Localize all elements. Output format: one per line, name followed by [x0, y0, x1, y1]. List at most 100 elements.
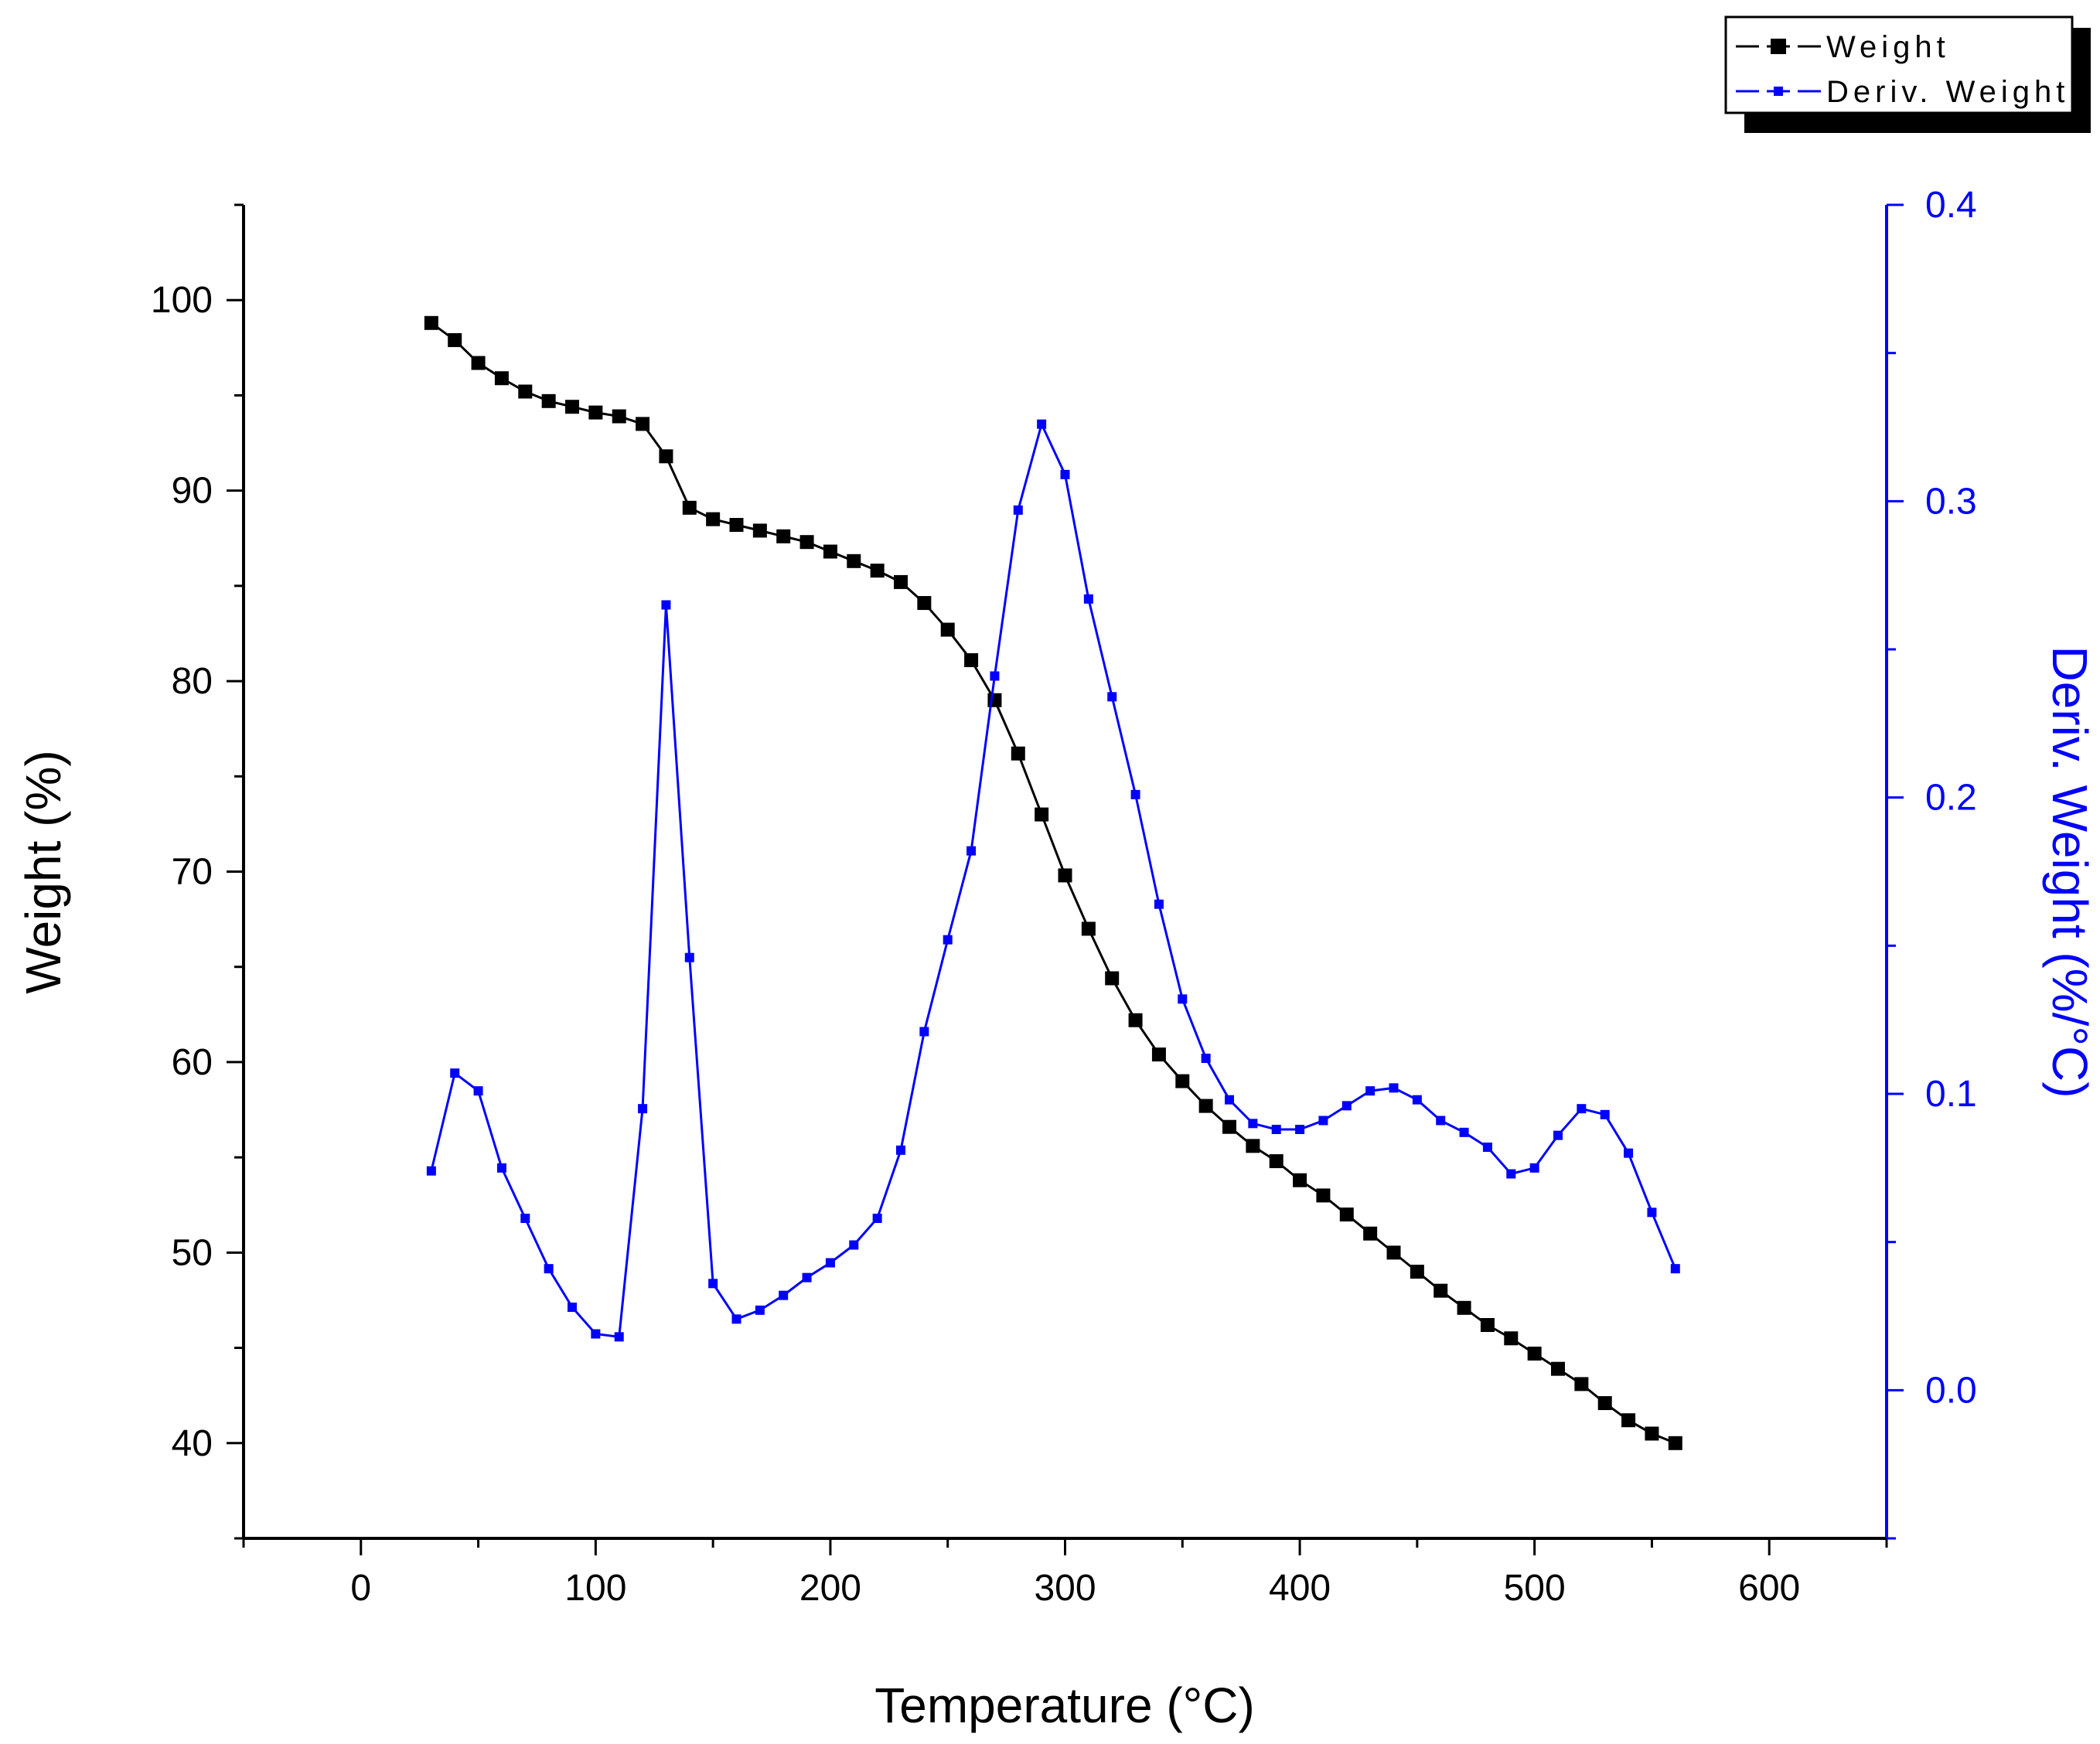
point-deriv-weight: [520, 1214, 530, 1223]
point-weight: [1363, 1226, 1378, 1241]
point-weight: [776, 529, 791, 543]
point-deriv-weight: [1412, 1095, 1422, 1105]
point-deriv-weight: [684, 952, 694, 962]
point-weight: [894, 574, 908, 589]
point-weight: [917, 596, 932, 611]
point-weight: [1128, 1013, 1143, 1027]
point-deriv-weight: [1201, 1054, 1211, 1063]
point-deriv-weight: [731, 1314, 741, 1324]
point-deriv-weight: [1271, 1125, 1281, 1134]
point-weight: [1175, 1074, 1190, 1088]
point-deriv-weight: [1389, 1083, 1399, 1093]
y-left-ticks: 40 50 60 70 80 90 100: [151, 203, 244, 1540]
point-deriv-weight: [661, 600, 671, 610]
point-weight: [448, 332, 462, 347]
point-weight: [1621, 1413, 1636, 1428]
x-tick-label: 100: [564, 1568, 626, 1609]
point-weight: [1081, 921, 1096, 936]
point-deriv-weight: [849, 1240, 859, 1250]
point-deriv-weight: [638, 1104, 648, 1114]
point-deriv-weight: [1647, 1208, 1657, 1218]
point-weight: [1410, 1265, 1424, 1279]
point-weight: [823, 544, 837, 559]
y-right-axis-title: Deriv. Weight (%/°C): [2042, 645, 2098, 1098]
point-deriv-weight: [1459, 1127, 1469, 1137]
point-weight: [565, 400, 579, 414]
y-left-tick-label: 60: [172, 1042, 213, 1083]
point-weight: [1198, 1099, 1213, 1113]
point-weight: [1434, 1283, 1448, 1298]
point-weight: [1574, 1377, 1589, 1391]
point-deriv-weight: [966, 846, 977, 856]
point-deriv-weight: [1154, 899, 1164, 909]
x-tick-label: 600: [1738, 1568, 1800, 1609]
point-deriv-weight: [1624, 1148, 1634, 1158]
y-left-axis-title: Weight (%): [15, 750, 71, 993]
point-weight: [1668, 1436, 1682, 1450]
point-deriv-weight: [1670, 1264, 1680, 1274]
point-deriv-weight: [473, 1086, 483, 1096]
point-weight: [706, 512, 721, 526]
x-tick-label: 200: [799, 1568, 861, 1609]
point-deriv-weight: [896, 1145, 905, 1155]
point-weight: [1058, 868, 1072, 883]
point-weight: [659, 449, 673, 464]
series-line-weight: [430, 322, 1676, 1445]
point-weight: [1011, 746, 1025, 761]
point-deriv-weight: [1600, 1109, 1610, 1119]
point-deriv-weight: [1341, 1101, 1352, 1111]
y-right-tick-label: 0.2: [1925, 778, 1977, 819]
legend-box: [1724, 15, 2074, 114]
point-deriv-weight: [872, 1214, 882, 1223]
legend-label-weight: Weight: [1826, 30, 1950, 64]
point-deriv-weight: [1553, 1130, 1563, 1140]
legend-item-deriv-weight: Deriv. Weight: [1736, 75, 2069, 109]
y-right-tick-label: 0.1: [1925, 1074, 1977, 1115]
y-right-tick-label: 0.3: [1925, 481, 1977, 522]
point-deriv-weight: [426, 1166, 436, 1176]
point-deriv-weight: [1482, 1143, 1492, 1152]
point-deriv-weight: [544, 1264, 554, 1274]
legend-marker-deriv-weight: [1774, 87, 1783, 96]
y-left-tick-label: 70: [172, 852, 213, 893]
point-deriv-weight: [708, 1279, 718, 1289]
y-left-tick-label: 100: [151, 280, 213, 321]
point-deriv-weight: [614, 1332, 624, 1342]
point-deriv-weight: [1225, 1095, 1234, 1105]
point-weight: [729, 518, 744, 532]
y-right-tick-label: 0.0: [1925, 1370, 1977, 1411]
point-deriv-weight: [1130, 789, 1140, 799]
point-weight: [1504, 1331, 1519, 1346]
y-left-tick-label: 80: [172, 661, 213, 702]
point-weight: [870, 564, 885, 578]
point-deriv-weight: [1529, 1163, 1539, 1173]
x-axis-title: Temperature (°C): [874, 1678, 1255, 1733]
y-right-tick-label: 0.4: [1925, 185, 1977, 226]
x-ticks: 0 100 200 300 400 500 600: [242, 1538, 1888, 1609]
point-deriv-weight: [591, 1329, 601, 1339]
point-weight: [1480, 1318, 1495, 1332]
x-tick-label: 500: [1504, 1568, 1566, 1609]
point-weight: [1457, 1300, 1471, 1315]
point-weight: [964, 652, 979, 667]
legend-label-deriv-weight: Deriv. Weight: [1826, 75, 2069, 109]
point-deriv-weight: [1107, 692, 1117, 702]
point-weight: [1339, 1208, 1354, 1222]
point-weight: [1527, 1346, 1542, 1361]
point-deriv-weight: [496, 1163, 506, 1173]
point-deriv-weight: [1506, 1169, 1516, 1179]
point-deriv-weight: [825, 1258, 835, 1268]
point-weight: [847, 554, 861, 568]
point-weight: [1035, 807, 1049, 822]
y-left-tick-label: 40: [172, 1423, 213, 1464]
point-deriv-weight: [1365, 1086, 1376, 1096]
x-tick-label: 0: [350, 1568, 371, 1609]
legend-item-weight: Weight: [1736, 30, 1950, 64]
series-layer: [424, 315, 1682, 1450]
point-weight: [752, 523, 767, 538]
point-weight: [1551, 1361, 1565, 1376]
series-line-deriv-weight: [430, 421, 1677, 1339]
point-weight: [1269, 1154, 1284, 1169]
point-weight: [1597, 1396, 1612, 1411]
